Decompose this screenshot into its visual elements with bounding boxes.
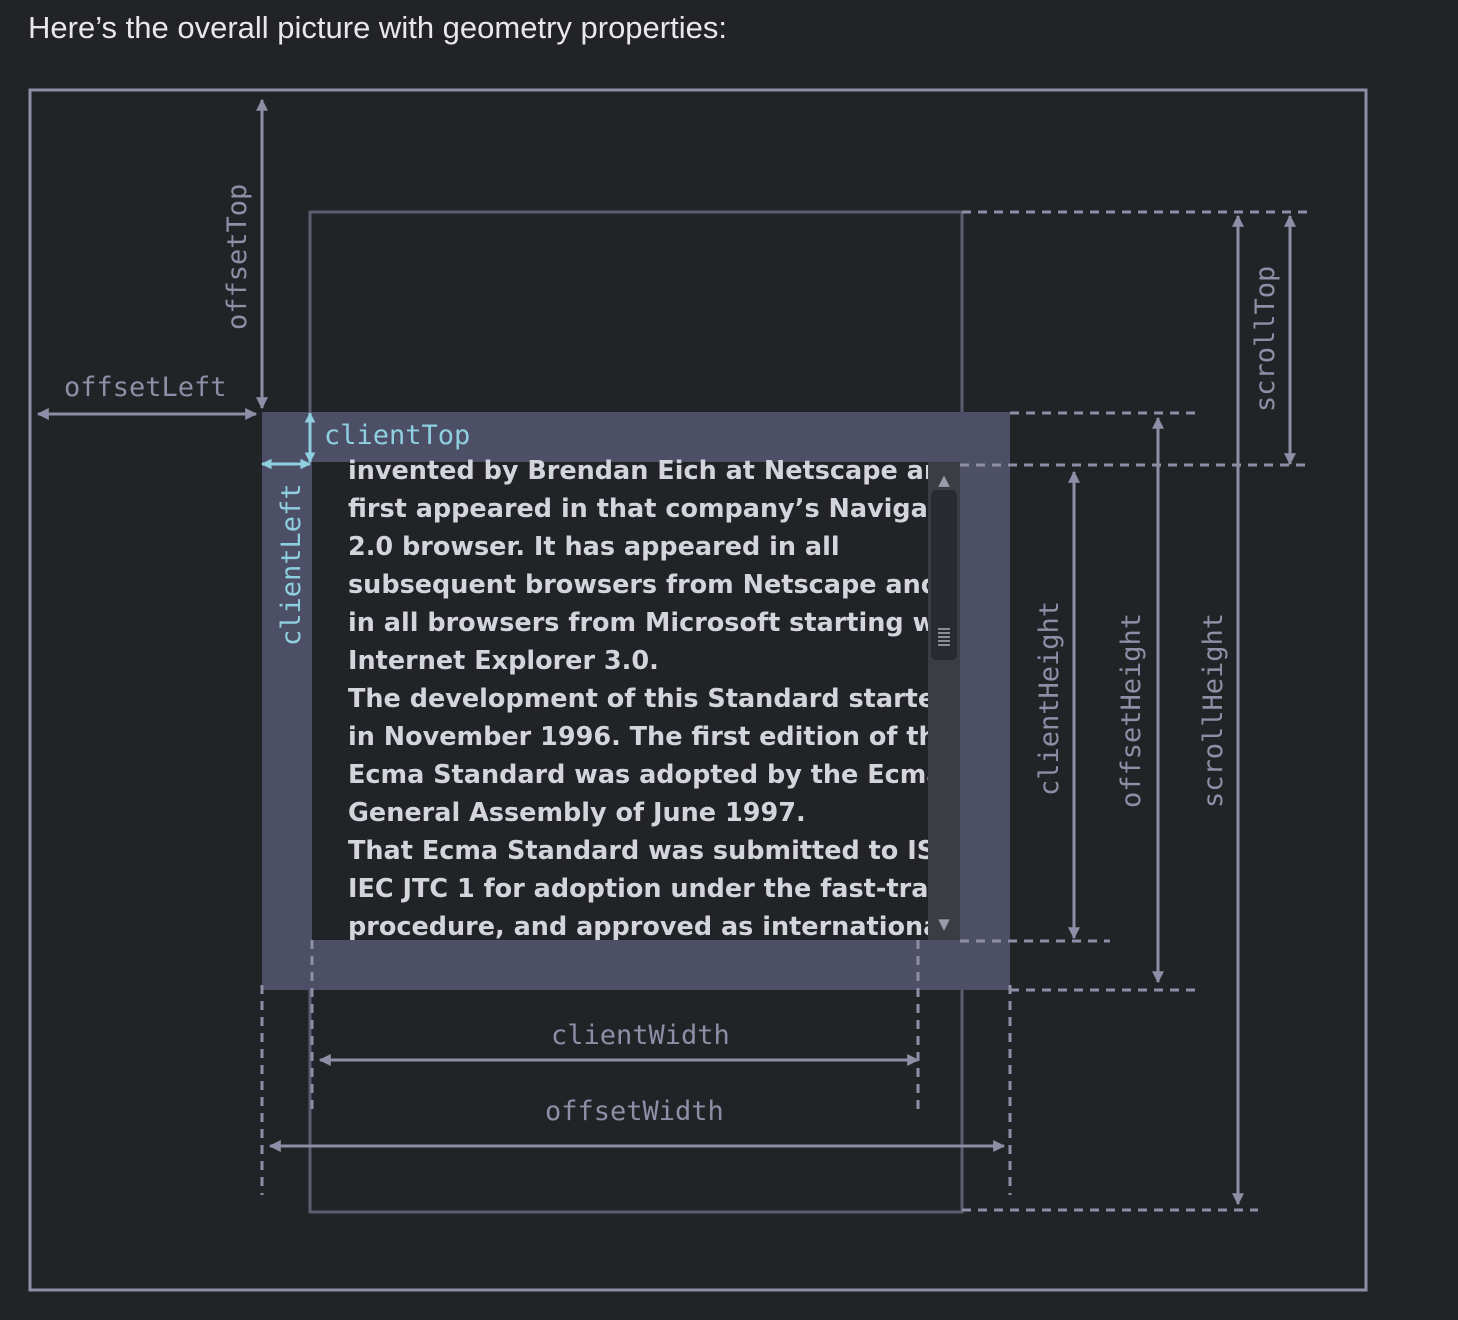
- page-heading: Here’s the overall picture with geometry…: [28, 10, 727, 45]
- offset-top-label: offsetTop: [222, 184, 253, 330]
- content-line: The development of this Standard started: [348, 684, 928, 714]
- scroll-height-label: scrollHeight: [1198, 613, 1229, 808]
- scroll-down-arrow-icon[interactable]: ▼: [938, 915, 950, 933]
- content-line: Ecma Standard was adopted by the Ecma: [348, 760, 928, 790]
- content-line: invented by Brendan Eich at Netscape and: [348, 456, 928, 486]
- content-line: That Ecma Standard was submitted to ISO/: [348, 836, 928, 866]
- element-text-content: invented by Brendan Eich at Netscape and…: [348, 452, 928, 940]
- content-line: first appeared in that company’s Navigat…: [348, 494, 928, 524]
- client-left-label: clientLeft: [276, 483, 307, 646]
- content-line: procedure, and approved as international: [348, 912, 928, 940]
- content-line: Internet Explorer 3.0.: [348, 646, 659, 676]
- grip-icon: [938, 628, 950, 646]
- scrollbar-thumb[interactable]: [931, 490, 957, 660]
- client-width-label: clientWidth: [551, 1020, 730, 1051]
- client-top-label: clientTop: [324, 420, 470, 451]
- content-line: IEC JTC 1 for adoption under the fast-tr…: [348, 874, 928, 904]
- element-client-area: [312, 462, 960, 940]
- offset-width-label: offsetWidth: [545, 1096, 724, 1127]
- content-line: subsequent browsers from Netscape and: [348, 570, 928, 600]
- scroll-top-label: scrollTop: [1250, 266, 1281, 412]
- content-line: in all browsers from Microsoft starting …: [348, 608, 928, 638]
- offset-height-label: offsetHeight: [1116, 613, 1147, 808]
- vertical-scrollbar[interactable]: ▲ ▼: [928, 462, 960, 940]
- client-height-label: clientHeight: [1034, 601, 1065, 796]
- content-line: General Assembly of June 1997.: [348, 798, 806, 828]
- content-line: in November 1996. The first edition of t…: [348, 722, 928, 752]
- document-frame: [28, 88, 1368, 1292]
- scroll-up-arrow-icon[interactable]: ▲: [938, 471, 950, 489]
- offset-left-label: offsetLeft: [64, 372, 227, 403]
- dashed-guides: [260, 210, 1310, 1212]
- content-line: 2.0 browser. It has appeared in all: [348, 532, 840, 562]
